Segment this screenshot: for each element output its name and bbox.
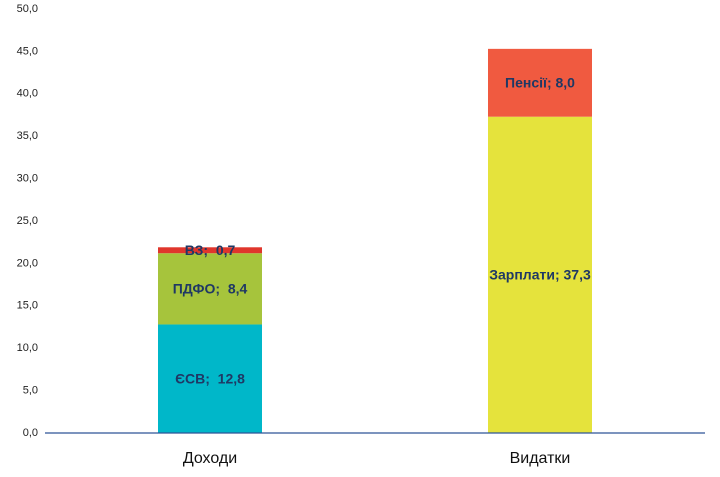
y-tick-label: 20,0 [17, 257, 38, 269]
y-tick-label: 25,0 [17, 215, 38, 227]
data-label: ПДФО; 8,4 [173, 281, 248, 297]
y-tick-label: 40,0 [17, 88, 38, 100]
data-label: Пенсії; 8,0 [505, 74, 575, 90]
y-tick-label: 35,0 [17, 130, 38, 142]
bar-segment [488, 48, 592, 117]
data-label: ЄСВ; 12,8 [175, 370, 245, 386]
bar-segment [158, 253, 262, 325]
y-tick-label: 10,0 [17, 342, 38, 354]
y-tick-label: 50,0 [17, 3, 38, 15]
y-tick-label: 30,0 [17, 173, 38, 185]
y-tick-label: 45,0 [17, 45, 38, 57]
y-tick-label: 15,0 [17, 300, 38, 312]
y-tick-label: 5,0 [23, 385, 38, 397]
bar-segment [158, 324, 262, 433]
data-label: ВЗ; 0,7 [185, 242, 236, 258]
data-label: Зарплати; 37,3 [489, 267, 591, 283]
x-tick-label: Доходи [183, 450, 237, 467]
y-tick-label: 0,0 [23, 427, 38, 439]
bar-segment [158, 247, 262, 254]
x-tick-label: Видатки [510, 450, 571, 467]
bar-segment [488, 116, 592, 434]
